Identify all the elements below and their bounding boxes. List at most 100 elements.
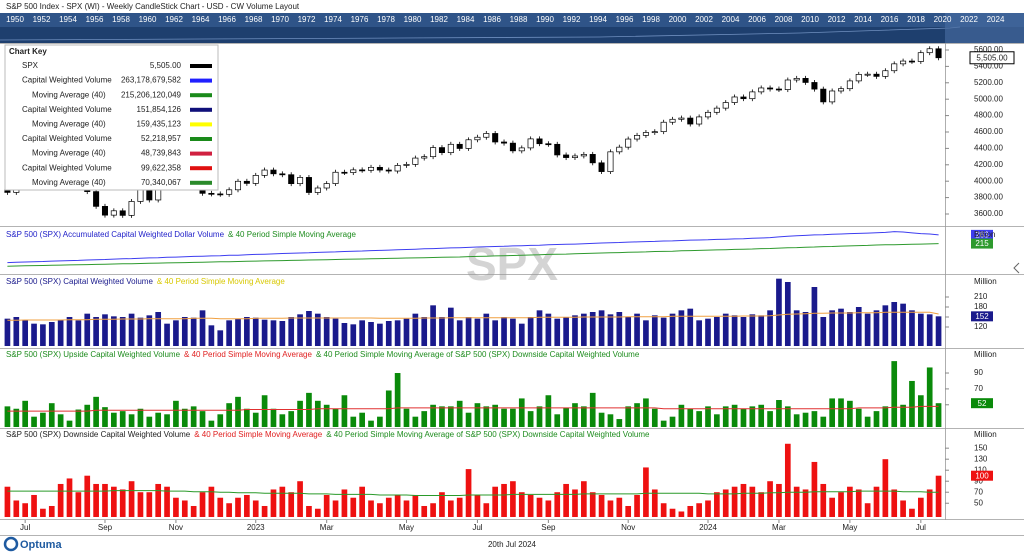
candle-body — [935, 48, 942, 59]
volume-bar — [48, 505, 55, 517]
timeline-window[interactable] — [945, 13, 1024, 43]
timeline-year: 1970 — [271, 15, 289, 24]
line-series — [7, 231, 939, 264]
volume-bar — [403, 500, 410, 517]
volume-bar — [643, 320, 649, 346]
chart-key-value: 263,178,679,582 — [121, 76, 182, 85]
volume-bar — [545, 395, 552, 427]
volume-bar — [634, 494, 640, 517]
candle-body — [882, 70, 889, 77]
volume-bar — [447, 500, 454, 517]
volume-bar — [749, 314, 756, 346]
volume-bar — [891, 361, 898, 427]
timeline-year: 2004 — [722, 15, 740, 24]
volume-bar — [572, 403, 578, 427]
x-tick-label: Sep — [541, 523, 556, 532]
volume-bar — [784, 443, 791, 517]
volume-bar — [527, 494, 534, 517]
volume-bar — [66, 317, 73, 346]
timeline-year: 2002 — [695, 15, 713, 24]
volume-bar — [714, 317, 720, 346]
candle-body — [607, 151, 614, 172]
volume-bar — [412, 494, 419, 517]
volume-bar — [563, 407, 569, 427]
candle-body — [110, 210, 117, 216]
volume-bar — [217, 330, 224, 346]
volume-bar — [510, 481, 516, 517]
candle-body — [421, 156, 428, 159]
volume-bar — [208, 420, 215, 427]
volume-bar — [510, 318, 516, 346]
volume-bar — [279, 321, 286, 346]
timeline-year: 2020 — [934, 15, 952, 24]
price-badge-label: 5,505.00 — [976, 53, 1008, 62]
volume-bar — [855, 489, 862, 517]
volume-bar — [855, 307, 862, 346]
volume-bar — [447, 307, 454, 346]
candle-body — [900, 60, 907, 65]
volume-bar — [581, 406, 587, 427]
timeline-year: 1988 — [510, 15, 528, 24]
y-tick-label: 50 — [974, 498, 983, 507]
volume-bar — [13, 500, 20, 517]
volume-bar — [705, 500, 711, 517]
candle-body — [314, 187, 321, 193]
volume-bar — [146, 492, 153, 517]
volume-bar — [31, 323, 37, 346]
volume-bar — [625, 317, 632, 346]
panel-title-part: S&P 500 (SPX) Upside Capital Weighted Vo… — [6, 350, 181, 359]
chart-key-value: 151,854,126 — [137, 105, 182, 114]
volume-bar — [190, 406, 197, 427]
timeline-year: 2006 — [748, 15, 766, 24]
y-tick-label: 90 — [974, 476, 983, 485]
volume-bar — [651, 408, 658, 427]
candle-body — [376, 166, 383, 171]
volume-bar — [793, 310, 800, 346]
y-tick-label: 90 — [974, 368, 983, 377]
timeline-year: 1952 — [33, 15, 51, 24]
y-tick-label: 5200.00 — [974, 78, 1003, 87]
volume-bar — [119, 411, 126, 427]
chart-key-box — [4, 44, 219, 191]
volume-bar — [731, 315, 738, 346]
volume-bar — [474, 318, 481, 346]
volume-bar — [31, 416, 37, 427]
volume-bar — [678, 404, 685, 427]
volume-bar — [13, 408, 20, 427]
candle-body — [784, 79, 791, 90]
volume-bar — [208, 486, 215, 517]
chart-key-swatch — [190, 107, 212, 112]
x-tick-label: May — [842, 523, 857, 532]
volume-bar — [297, 314, 303, 346]
candle-body — [563, 154, 570, 158]
candle-body — [704, 111, 712, 118]
candle-body — [341, 171, 348, 174]
volume-bar — [75, 320, 82, 346]
candle-body — [660, 121, 667, 133]
y-tick-label: 120 — [974, 322, 988, 331]
candle-body — [554, 143, 561, 156]
volume-bar — [900, 303, 906, 346]
volume-bar — [181, 408, 188, 427]
volume-bar — [261, 395, 268, 427]
timeline-year: 2010 — [801, 15, 819, 24]
volume-bar — [802, 489, 809, 517]
timeline-year: 1968 — [245, 15, 263, 24]
y-tick-label: 70 — [974, 487, 983, 496]
candle-body — [917, 52, 924, 62]
volume-bar — [385, 497, 392, 517]
y-tick-label: 180 — [974, 302, 988, 311]
volume-bar — [217, 414, 224, 427]
panel-title-part: S&P 500 (SPX) Accumulated Capital Weight… — [6, 230, 225, 239]
volume-bar — [625, 406, 632, 427]
volume-bar — [226, 403, 232, 427]
volume-bar — [909, 310, 915, 346]
x-tick-label: Jul — [20, 523, 30, 532]
volume-bar — [261, 505, 268, 517]
volume-bar — [705, 406, 711, 427]
collapse-arrow[interactable] — [1013, 262, 1020, 274]
volume-bar — [527, 411, 534, 427]
volume-bar — [678, 511, 685, 517]
volume-bar — [22, 503, 29, 517]
candle-body — [279, 173, 286, 176]
